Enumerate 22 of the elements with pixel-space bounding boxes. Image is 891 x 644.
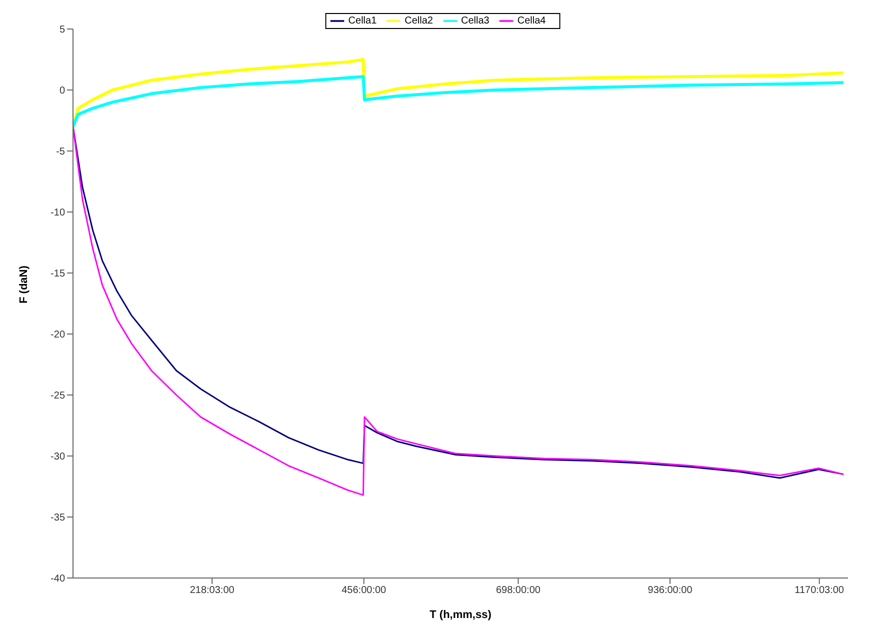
legend-label: Cella1 — [348, 16, 377, 27]
line-series — [73, 75, 846, 128]
y-tick-label: -35 — [50, 512, 66, 524]
x-tick-label: 1170:03:00 — [794, 585, 844, 596]
y-tick-label: -5 — [56, 146, 66, 158]
y-tick-label: -10 — [50, 208, 66, 219]
legend-label: Cella3 — [461, 16, 490, 27]
x-tick-label: 936:00:00 — [648, 585, 693, 596]
y-tick-label: -15 — [50, 268, 66, 280]
x-axis-title: T (h,mm,ss) — [430, 609, 492, 621]
x-tick-label: 218:03:00 — [190, 585, 235, 596]
x-tick-label: 698:00:00 — [496, 585, 541, 596]
legend-label: Cella4 — [517, 16, 546, 27]
y-tick-label: -40 — [50, 574, 66, 585]
y-tick-label: -20 — [50, 330, 66, 341]
y-tick-label: 0 — [59, 86, 66, 97]
x-tick-label: 456:00:00 — [342, 585, 387, 596]
legend-label: Cella2 — [404, 16, 433, 27]
y-axis-title: F (daN) — [18, 265, 30, 304]
y-tick-label: 5 — [59, 24, 66, 36]
y-tick-label: -25 — [50, 390, 66, 402]
y-tick-label: -30 — [50, 452, 66, 463]
